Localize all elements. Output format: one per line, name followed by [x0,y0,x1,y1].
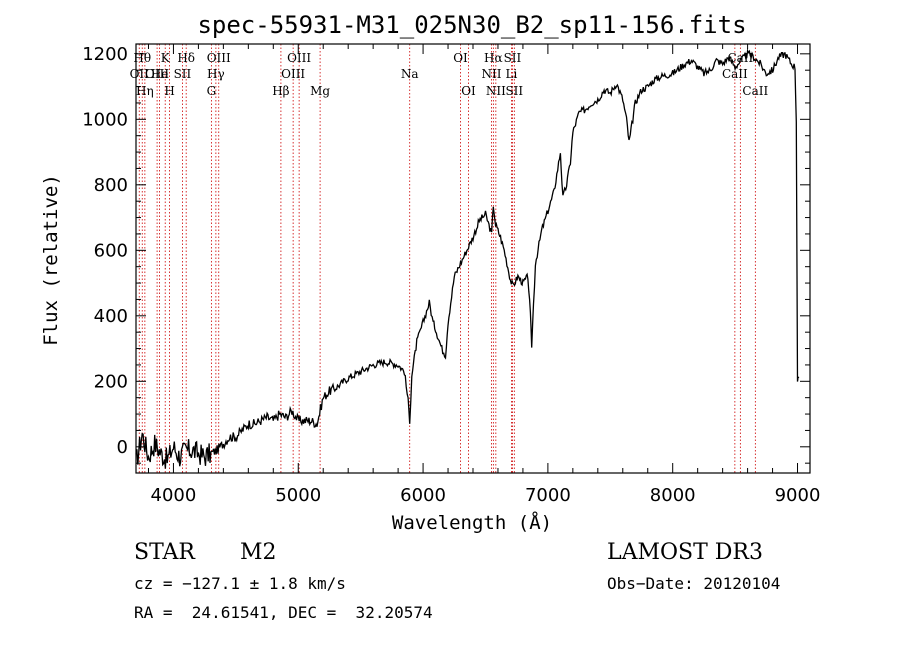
y-axis-label: Flux (relative) [40,174,62,346]
line-label: OIII [281,67,305,81]
x-tick-label: 8000 [650,485,696,506]
line-label: Hθ [133,51,151,65]
line-label: Hδ [177,51,195,65]
redshift-velocity: cz = −127.1 ± 1.8 km/s [134,574,346,593]
line-label: NII [486,84,506,98]
y-tick-label: 600 [94,240,128,261]
y-tick-label: 1000 [82,109,128,130]
line-label: Hη [136,84,154,98]
line-label: Hα [484,51,503,65]
line-label: Hγ [207,67,225,81]
line-label: K [161,51,171,65]
line-label: CaII [722,67,748,81]
y-tick-label: 1200 [82,44,128,65]
line-label: Na [401,67,419,81]
line-label: G [207,84,217,98]
x-axis-label: Wavelength (Å) [392,511,552,534]
line-label: OIII [287,51,311,65]
line-label: Li [506,67,518,81]
y-axis-ticks: 0 200 400 600 800 1000 1200 [82,44,810,464]
spectrum-trace [135,48,800,469]
x-tick-label: 6000 [400,485,446,506]
chart-title: spec-55931-M31_025N30_B2_sp11-156.fits [197,11,746,39]
line-label: CaII [742,84,768,98]
line-label: OII [130,67,150,81]
line-label: Mg [310,84,330,98]
x-tick-label: 9000 [775,485,821,506]
line-label: OI [453,51,468,65]
object-subclass: M2 [240,540,277,565]
y-tick-label: 400 [94,306,128,327]
line-label: OI [461,84,476,98]
coordinates: RA = 24.61541, DEC = 32.20574 [134,603,433,622]
y-tick-label: 800 [94,175,128,196]
line-label: NII [481,67,501,81]
object-class: STAR [134,540,195,565]
line-label: OIII [207,51,231,65]
line-label: H [164,84,174,98]
emission-line-markers [138,44,756,473]
x-tick-label: 7000 [525,485,571,506]
survey-name: LAMOST DR3 [607,540,763,565]
y-tick-label: 200 [94,371,128,392]
line-label: SII [174,67,192,81]
plot-frame [135,43,811,474]
line-label: SII [504,51,522,65]
emission-line-labels: OIIHθHηOIIIHeKHSIIHδGHγOIIIHβOIIIOIIIMgN… [130,51,769,98]
line-label: Hβ [272,84,289,98]
x-tick-label: 4000 [151,485,197,506]
x-tick-label: 5000 [275,485,321,506]
observation-date: Obs−Date: 20120104 [607,574,781,593]
line-label: He [151,67,169,81]
line-label: SII [505,84,523,98]
line-label: OIII [145,67,169,81]
x-axis-ticks: 4000 5000 6000 7000 8000 9000 [147,44,821,506]
y-tick-label: 0 [117,437,128,458]
